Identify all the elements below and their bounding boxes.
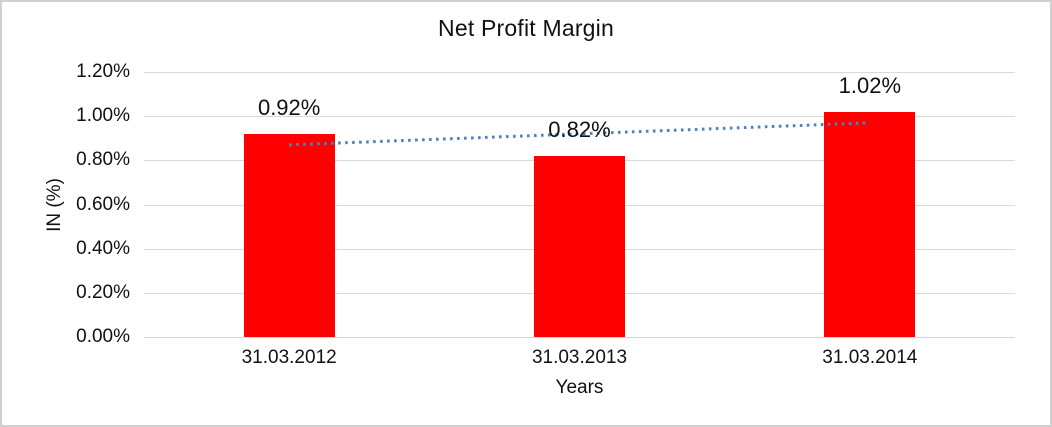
y-tick-label: 0.00% [76,326,130,347]
gridline [144,72,1015,73]
y-tick-label: 0.60% [76,193,130,215]
bar-31.03.2014 [824,111,916,337]
chart-title: Net Profit Margin [438,15,614,41]
x-axis-title: Years [555,377,604,398]
gridline [144,116,1015,118]
y-tick-label: 0.80% [76,149,130,171]
bar-31.03.2013 [534,155,625,337]
y-tick-label: 0.40% [76,237,130,259]
y-tick-label: 1.20% [76,61,130,82]
bar-value-label: 0.82% [548,116,611,142]
plot-area: 0.92% 0.82% 1.02% [144,72,1015,338]
x-tick-label: 31.03.2013 [531,347,628,368]
x-tick-label: 31.03.2014 [822,347,918,368]
bar-value-label: 0.92% [257,94,321,120]
bar-31.03.2012 [243,133,335,337]
trendline [289,121,870,147]
bar-value-label: 1.02% [838,72,902,98]
y-tick-label: 0.20% [76,281,130,303]
y-tick-label: 1.00% [76,105,130,127]
x-tick-label: 31.03.2012 [241,347,337,368]
